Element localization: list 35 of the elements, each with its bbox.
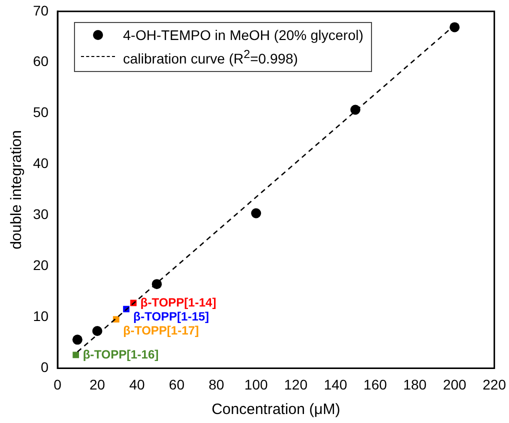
legend-label: calibration curve (R$^{2}$=0.998) xyxy=(123,47,298,69)
y-tick-label: 40 xyxy=(32,155,49,172)
point xyxy=(152,279,162,290)
x-tick-label: 120 xyxy=(284,376,308,392)
series-label: β-TOPP[1-17] xyxy=(123,324,199,338)
point xyxy=(350,104,360,115)
x-tick-label: 80 xyxy=(208,376,224,392)
x-axis-title: Concentration (μM) xyxy=(212,401,340,418)
series-label: β-TOPP[1-15] xyxy=(133,309,210,324)
y-tick-label: 70 xyxy=(32,2,49,18)
y-tick-label: 0 xyxy=(40,359,49,376)
x-tick-label: 180 xyxy=(403,376,427,392)
x-tick-label: 60 xyxy=(168,376,185,392)
point xyxy=(72,352,80,358)
legend-label: 4-OH-TEMPO in MeOH (20% glycerol) xyxy=(123,26,364,45)
y-tick-label: 50 xyxy=(32,104,49,120)
x-tick-label: 140 xyxy=(324,376,348,392)
x-tick-label: 200 xyxy=(442,376,467,392)
x-tick-label: 0 xyxy=(54,376,62,392)
point xyxy=(450,22,460,32)
y-tick-label: 60 xyxy=(32,53,49,70)
point xyxy=(72,334,82,345)
y-tick-label: 10 xyxy=(32,308,49,324)
x-tick-label: 160 xyxy=(364,376,388,392)
x-tick-label: 100 xyxy=(244,376,268,392)
series-label: β-TOPP[1-16] xyxy=(82,347,159,362)
x-tick-label: 40 xyxy=(129,376,145,392)
point xyxy=(92,326,102,336)
series-label: β-TOPP[1-14] xyxy=(140,295,216,310)
y-axis-title: double integration xyxy=(8,130,26,250)
y-tick-label: 30 xyxy=(32,206,49,222)
x-tick-label: 220 xyxy=(482,376,506,392)
y-tick-label: 20 xyxy=(32,257,49,274)
point xyxy=(251,208,262,218)
x-tick-label: 20 xyxy=(89,376,106,392)
